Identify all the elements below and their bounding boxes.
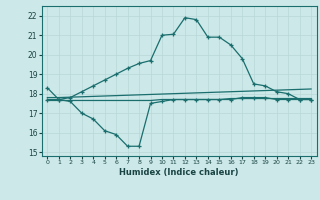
X-axis label: Humidex (Indice chaleur): Humidex (Indice chaleur) [119,168,239,177]
